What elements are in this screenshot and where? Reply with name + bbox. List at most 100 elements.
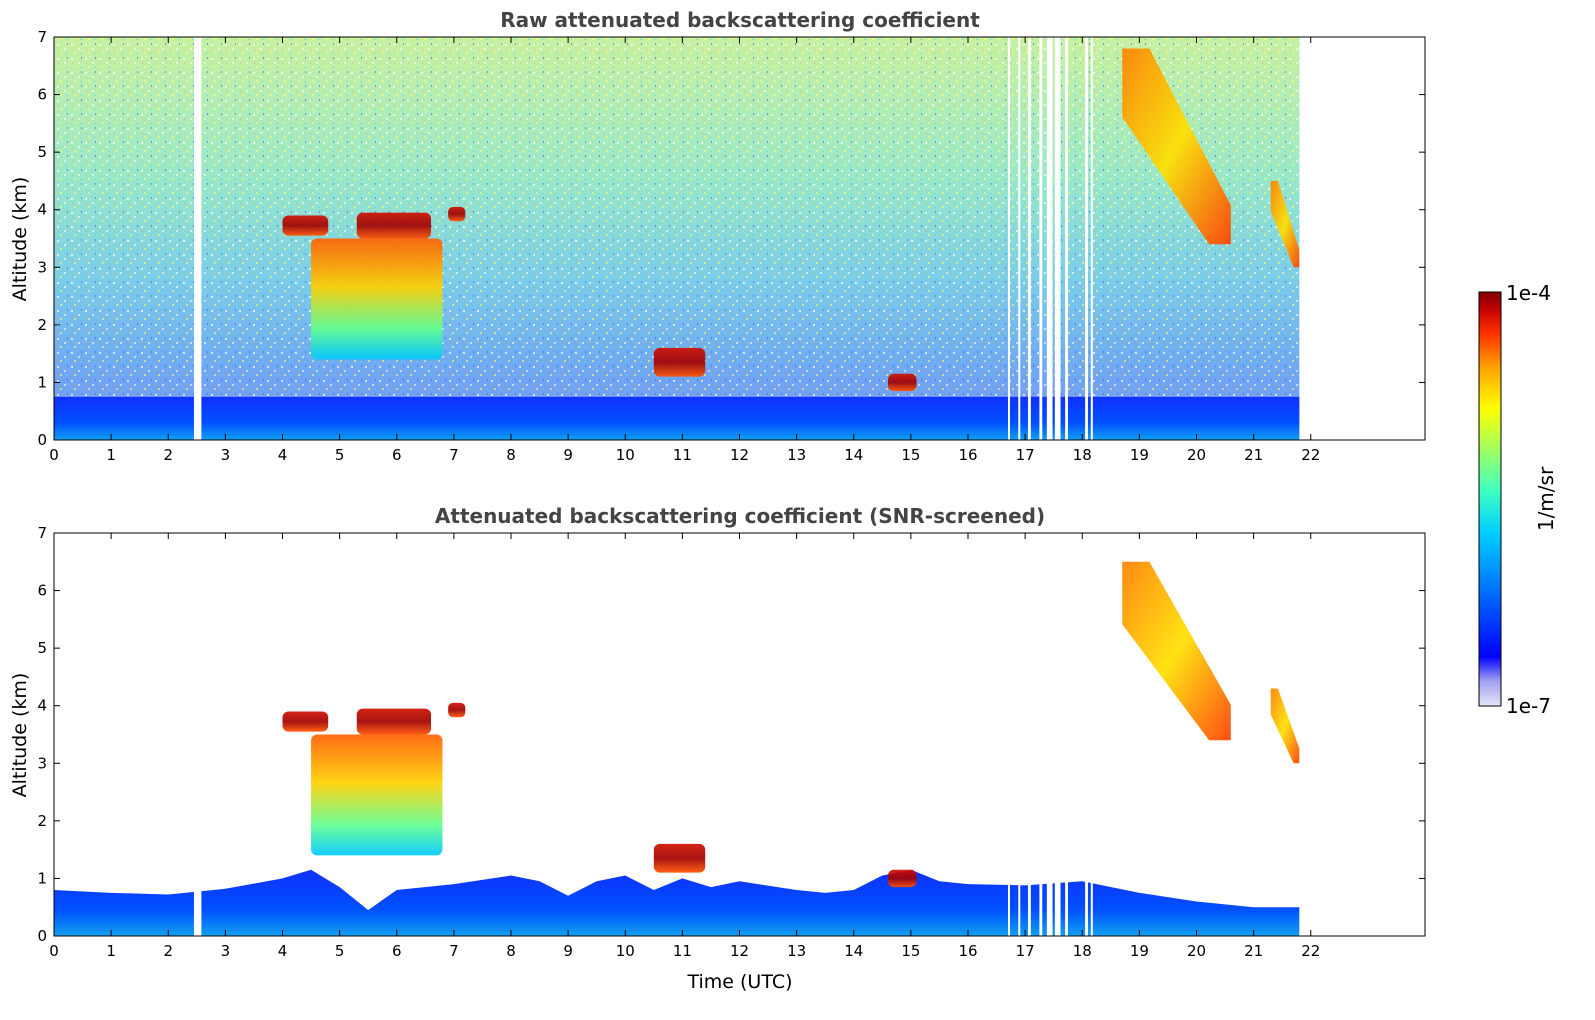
y-tick-label: 5 bbox=[37, 143, 47, 161]
cloud-layer bbox=[1270, 688, 1300, 764]
x-tick-label: 4 bbox=[278, 942, 288, 960]
data-gap bbox=[1018, 37, 1021, 440]
x-tick-label: 5 bbox=[335, 446, 345, 464]
data-gap bbox=[1007, 37, 1010, 440]
y-tick-label: 4 bbox=[37, 697, 47, 715]
x-tick-label: 18 bbox=[1073, 942, 1092, 960]
x-axis-label: Time (UTC) bbox=[686, 971, 792, 993]
x-tick-label: 7 bbox=[449, 446, 459, 464]
data-gap bbox=[1065, 37, 1068, 440]
x-tick-label: 20 bbox=[1187, 446, 1206, 464]
x-tick-label: 16 bbox=[958, 446, 977, 464]
y-axis: 0 1 2 3 4 5 6 7 bbox=[37, 28, 1425, 449]
x-tick-label: 13 bbox=[787, 446, 806, 464]
data-gap bbox=[1046, 533, 1053, 936]
x-tick-label: 15 bbox=[901, 446, 920, 464]
x-tick-label: 21 bbox=[1244, 942, 1263, 960]
colorbar-gradient bbox=[1478, 291, 1502, 707]
y-tick-label: 3 bbox=[37, 258, 47, 276]
data-gap bbox=[1039, 37, 1043, 440]
x-tick-label: 3 bbox=[221, 446, 231, 464]
x-tick-label: 19 bbox=[1130, 446, 1149, 464]
data-gap bbox=[1046, 37, 1053, 440]
colorbar-unit-label: 1/m/sr bbox=[1534, 466, 1558, 531]
x-tick-label: 2 bbox=[163, 942, 173, 960]
cloud-layer bbox=[356, 212, 432, 239]
x-tick-label: 11 bbox=[673, 942, 692, 960]
y-tick-label: 1 bbox=[37, 869, 47, 887]
x-tick-label: 0 bbox=[49, 446, 59, 464]
cloud-layer bbox=[311, 734, 443, 856]
y-tick-label: 1 bbox=[37, 373, 47, 391]
x-tick-label: 5 bbox=[335, 942, 345, 960]
data-gap bbox=[1027, 533, 1031, 936]
y-tick-label: 6 bbox=[37, 86, 47, 104]
data-gap bbox=[1090, 533, 1093, 936]
chart-title: Attenuated backscattering coefficient (S… bbox=[435, 504, 1045, 528]
x-tick-label: 6 bbox=[392, 942, 402, 960]
cloud-layer bbox=[888, 373, 917, 392]
y-tick-label: 6 bbox=[37, 582, 47, 600]
x-tick-label: 7 bbox=[449, 942, 459, 960]
y-tick-label: 4 bbox=[37, 201, 47, 219]
y-tick-label: 2 bbox=[37, 316, 47, 334]
cloud-layer bbox=[1122, 561, 1231, 741]
data-gap bbox=[1090, 37, 1093, 440]
x-tick-label: 11 bbox=[673, 446, 692, 464]
cloud-layer bbox=[448, 702, 466, 718]
x-tick-label: 14 bbox=[844, 446, 863, 464]
cloud-layer bbox=[282, 711, 329, 732]
data-gap bbox=[1085, 37, 1088, 440]
x-axis: 0 1 2 3 4 5 6 7 8 9 10 11 12 13 14 15 16 17 18 19 20 21 22 bbox=[49, 37, 1320, 464]
colorbar-min-label: 1e-7 bbox=[1506, 694, 1551, 718]
data-gap bbox=[1054, 533, 1061, 936]
noise-speckle bbox=[54, 37, 1300, 440]
cloud-layer bbox=[653, 843, 706, 873]
x-tick-label: 12 bbox=[730, 942, 749, 960]
colorbar-max-label: 1e-4 bbox=[1506, 281, 1551, 305]
y-axis: 0 1 2 3 4 5 6 7 bbox=[37, 524, 1425, 945]
raw-backscatter-panel: Raw attenuated backscattering coefficien… bbox=[9, 8, 1426, 464]
colorbar: 1e-4 1e-7 1/m/sr bbox=[1478, 281, 1558, 718]
y-tick-label: 2 bbox=[37, 812, 47, 830]
boundary-layer bbox=[54, 869, 1300, 936]
data-gap bbox=[1054, 37, 1061, 440]
x-tick-label: 18 bbox=[1073, 446, 1092, 464]
x-tick-label: 22 bbox=[1301, 942, 1320, 960]
x-tick-label: 8 bbox=[506, 942, 516, 960]
cloud-layer bbox=[653, 347, 706, 377]
cloud-layer bbox=[888, 869, 917, 888]
x-tick-label: 17 bbox=[1016, 942, 1035, 960]
y-tick-label: 0 bbox=[37, 927, 47, 945]
data-gap bbox=[1007, 533, 1010, 936]
x-tick-label: 17 bbox=[1016, 446, 1035, 464]
snr-screened-panel: Attenuated backscattering coefficient (S… bbox=[9, 504, 1426, 993]
x-tick-label: 22 bbox=[1301, 446, 1320, 464]
heatmap-area bbox=[54, 37, 1300, 440]
heatmap-area bbox=[54, 533, 1300, 936]
x-tick-label: 3 bbox=[221, 942, 231, 960]
y-tick-label: 7 bbox=[37, 28, 47, 46]
x-tick-label: 8 bbox=[506, 446, 516, 464]
x-tick-label: 19 bbox=[1130, 942, 1149, 960]
cloud-layer bbox=[1270, 180, 1300, 268]
x-tick-label: 6 bbox=[392, 446, 402, 464]
data-gap bbox=[193, 37, 202, 440]
y-axis-label: Altitude (km) bbox=[9, 673, 31, 798]
x-tick-label: 10 bbox=[616, 942, 635, 960]
x-tick-label: 4 bbox=[278, 446, 288, 464]
boundary-layer bbox=[54, 396, 1300, 440]
y-tick-label: 0 bbox=[37, 431, 47, 449]
x-tick-label: 10 bbox=[616, 446, 635, 464]
y-tick-label: 3 bbox=[37, 754, 47, 772]
x-tick-label: 9 bbox=[563, 446, 573, 464]
x-tick-label: 20 bbox=[1187, 942, 1206, 960]
data-gap bbox=[1085, 533, 1088, 936]
cloud-layer bbox=[356, 708, 432, 735]
x-tick-label: 14 bbox=[844, 942, 863, 960]
x-tick-label: 15 bbox=[901, 942, 920, 960]
chart-title: Raw attenuated backscattering coefficien… bbox=[500, 8, 980, 32]
x-tick-label: 12 bbox=[730, 446, 749, 464]
data-gap bbox=[1027, 37, 1031, 440]
